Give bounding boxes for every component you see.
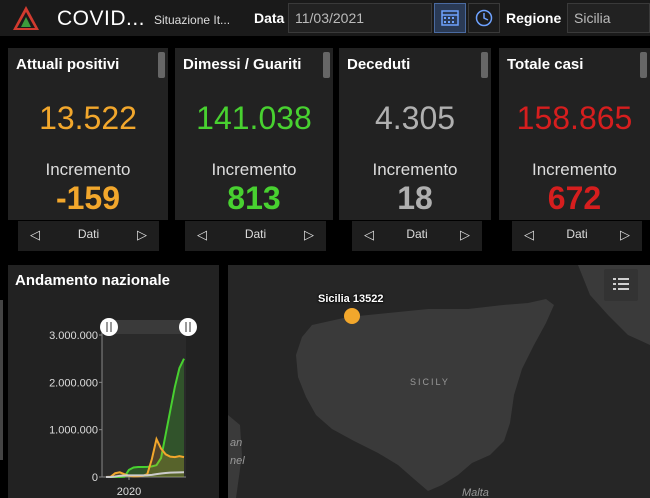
chevron-right-icon[interactable]: ▷ [304, 227, 314, 242]
card-nav: ◁ Dati ▷ [185, 221, 326, 251]
stat-card: Totale casi 158.865 Incremento 672 [499, 48, 650, 220]
chevron-left-icon[interactable]: ◁ [30, 227, 40, 242]
calendar-icon [441, 10, 459, 26]
card-value: 158.865 [516, 100, 633, 136]
map-place-label: nel [230, 455, 245, 467]
card-increment-label: Incremento [372, 160, 458, 179]
card-scrollbar[interactable] [158, 52, 165, 78]
series-area [106, 439, 184, 477]
x-tick-label: 2020 [117, 486, 141, 498]
map-point-marker[interactable] [344, 308, 360, 324]
chevron-right-icon[interactable]: ▷ [137, 227, 147, 242]
card-scrollbar[interactable] [640, 52, 647, 78]
map-canvas [228, 265, 650, 498]
y-tick-label: 2.000.000 [49, 377, 98, 389]
card-increment-value: 18 [397, 180, 433, 216]
series-line [106, 471, 185, 478]
region-select[interactable]: Sicilia [567, 3, 650, 33]
map-region-label: SICILY [410, 377, 450, 387]
card-scrollbar[interactable] [323, 52, 330, 78]
chevron-left-icon[interactable]: ◁ [197, 227, 207, 242]
card-nav-label[interactable]: Dati [77, 227, 100, 241]
series-line [106, 358, 185, 478]
chevron-right-icon[interactable]: ▷ [620, 227, 630, 242]
card-increment-value: 813 [227, 180, 281, 216]
card-increment-value: -159 [55, 180, 121, 216]
card-value: 4.305 [374, 100, 456, 136]
region-label: Regione [506, 10, 562, 26]
legend-button[interactable] [604, 269, 638, 301]
map-place-label: an [230, 437, 243, 449]
card-nav: ◁ Dati ▷ [352, 221, 482, 251]
series-area [106, 358, 184, 477]
stat-card: Deceduti 4.305 Incremento 18 [339, 48, 491, 220]
time-slider-handle[interactable] [100, 318, 118, 336]
map-panel[interactable]: SICILY an nel Malta Sicilia 13522 [228, 265, 650, 498]
card-value: 13.522 [39, 100, 137, 136]
app-subtitle: Situazione It... [154, 13, 231, 27]
card-increment-label: Incremento [531, 160, 618, 179]
clock-icon [475, 9, 493, 27]
card-scrollbar[interactable] [481, 52, 488, 78]
chevron-left-icon[interactable]: ◁ [524, 227, 534, 242]
card-title: Dimessi / Guariti [183, 56, 302, 73]
chart-panel: Andamento nazionale 3.000.000 2.000.000 1.… [8, 265, 219, 498]
stat-card: Dimessi / Guariti 141.038 Incremento 813 [175, 48, 333, 220]
map-place-label: Malta [462, 487, 489, 498]
card-nav-label[interactable]: Dati [406, 227, 428, 241]
card-nav: ◁ Dati ▷ [18, 221, 159, 251]
sicily-landmass [296, 299, 554, 491]
time-slider-handle[interactable] [179, 318, 197, 336]
legend-list-icon [613, 278, 629, 290]
stat-card: Attuali positivi 13.522 Incremento -159 [8, 48, 168, 220]
time-slider-track[interactable] [102, 320, 186, 334]
card-nav-label[interactable]: Dati [566, 227, 588, 241]
y-tick-label: 0 [92, 472, 98, 484]
chevron-right-icon[interactable]: ▷ [460, 227, 470, 242]
date-label: Data [254, 10, 285, 26]
y-tick-label: 3.000.000 [49, 330, 98, 342]
time-button[interactable] [468, 3, 500, 33]
card-value: 141.038 [196, 100, 312, 136]
card-nav-label[interactable]: Dati [244, 227, 267, 241]
app-title: COVID... [57, 7, 146, 30]
app-logo-icon [13, 6, 39, 30]
tunisia-landmass [228, 415, 242, 498]
chart-title: Andamento nazionale [15, 272, 171, 289]
y-tick-label: 1.000.000 [49, 425, 98, 437]
card-title: Totale casi [507, 56, 584, 73]
card-increment-label: Incremento [211, 160, 297, 179]
date-field[interactable]: 11/03/2021 [288, 3, 432, 33]
card-increment-label: Incremento [45, 160, 131, 179]
left-scrollbar[interactable] [0, 300, 3, 460]
calendar-button[interactable] [434, 3, 466, 33]
card-nav: ◁ Dati ▷ [512, 221, 642, 251]
trend-chart: 3.000.000 2.000.000 1.000.000 0 2020 [49, 318, 197, 498]
card-increment-value: 672 [547, 180, 602, 216]
chevron-left-icon[interactable]: ◁ [364, 227, 374, 242]
card-title: Deceduti [347, 56, 411, 73]
map-point-label: Sicilia 13522 [318, 293, 384, 305]
card-title: Attuali positivi [16, 56, 120, 73]
app-header: COVID... Situazione It... Data 11/03/202… [0, 0, 650, 36]
